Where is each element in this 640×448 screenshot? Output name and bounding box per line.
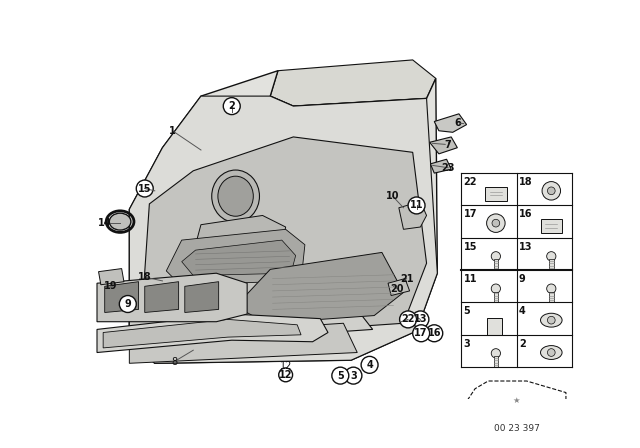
Ellipse shape <box>218 176 253 216</box>
Text: 4: 4 <box>366 360 373 370</box>
Polygon shape <box>129 71 437 363</box>
Text: 23: 23 <box>442 163 455 173</box>
Bar <box>541 220 562 233</box>
Ellipse shape <box>109 213 131 230</box>
Text: 8: 8 <box>171 357 177 367</box>
Text: 19: 19 <box>104 281 118 291</box>
Ellipse shape <box>541 313 562 327</box>
Text: 22: 22 <box>463 177 477 187</box>
Text: 18: 18 <box>138 272 152 282</box>
Text: 17: 17 <box>415 328 428 338</box>
Circle shape <box>361 356 378 373</box>
Polygon shape <box>196 215 285 254</box>
Bar <box>493 259 498 270</box>
Text: 11: 11 <box>410 200 423 211</box>
Ellipse shape <box>541 345 562 359</box>
Circle shape <box>547 252 556 261</box>
Polygon shape <box>97 273 247 322</box>
Circle shape <box>345 367 362 384</box>
Text: 20: 20 <box>390 284 404 293</box>
Circle shape <box>492 220 500 227</box>
Bar <box>493 356 498 367</box>
Text: 11: 11 <box>463 274 477 284</box>
Text: 21: 21 <box>400 274 413 284</box>
Text: 2: 2 <box>228 101 235 111</box>
Polygon shape <box>103 319 301 348</box>
Text: 6: 6 <box>454 118 461 128</box>
Text: 9: 9 <box>519 274 525 284</box>
Circle shape <box>547 349 555 356</box>
Polygon shape <box>236 252 403 323</box>
Polygon shape <box>129 302 372 346</box>
Bar <box>549 292 554 302</box>
Text: 10: 10 <box>386 191 399 201</box>
Circle shape <box>492 284 500 293</box>
Circle shape <box>492 252 500 261</box>
Polygon shape <box>399 202 427 229</box>
Text: 14: 14 <box>98 218 111 228</box>
Text: 1: 1 <box>169 126 176 136</box>
Polygon shape <box>145 282 179 313</box>
Polygon shape <box>270 60 436 106</box>
Ellipse shape <box>212 170 259 222</box>
Text: 16: 16 <box>519 209 532 220</box>
Text: 13: 13 <box>413 314 427 324</box>
Circle shape <box>547 187 555 195</box>
Polygon shape <box>431 159 451 173</box>
Bar <box>549 259 554 270</box>
Polygon shape <box>141 137 427 340</box>
Text: 5: 5 <box>337 370 344 381</box>
Text: 9: 9 <box>124 299 131 309</box>
Circle shape <box>413 325 429 342</box>
Circle shape <box>279 368 292 382</box>
Text: 7: 7 <box>445 140 451 150</box>
Bar <box>485 187 507 201</box>
Polygon shape <box>129 96 437 363</box>
Polygon shape <box>97 314 328 353</box>
Text: ★: ★ <box>513 396 520 405</box>
Text: 3: 3 <box>350 370 356 381</box>
Text: 13: 13 <box>519 241 532 252</box>
Bar <box>493 292 498 302</box>
Text: 17: 17 <box>463 209 477 220</box>
Text: 15: 15 <box>138 184 152 194</box>
Circle shape <box>223 98 240 115</box>
Text: 5: 5 <box>463 306 470 316</box>
Text: 2: 2 <box>519 339 525 349</box>
Polygon shape <box>185 282 219 313</box>
Text: 00 23 397: 00 23 397 <box>493 424 540 433</box>
Text: 12: 12 <box>279 370 292 380</box>
Text: 12: 12 <box>280 362 292 371</box>
Circle shape <box>412 311 429 328</box>
Polygon shape <box>166 229 305 285</box>
Circle shape <box>547 316 555 324</box>
Circle shape <box>408 197 425 214</box>
Text: 16: 16 <box>428 328 441 338</box>
Circle shape <box>492 349 500 358</box>
Polygon shape <box>429 137 458 154</box>
Text: 15: 15 <box>463 241 477 252</box>
Polygon shape <box>388 279 410 296</box>
Polygon shape <box>435 114 467 132</box>
Circle shape <box>136 180 153 197</box>
Circle shape <box>547 284 556 293</box>
Bar <box>486 318 502 335</box>
Circle shape <box>486 214 505 233</box>
Text: 3: 3 <box>463 339 470 349</box>
Circle shape <box>119 296 136 313</box>
Circle shape <box>399 311 417 328</box>
Polygon shape <box>99 269 124 285</box>
Text: 4: 4 <box>519 306 525 316</box>
Polygon shape <box>105 282 139 313</box>
Text: 22: 22 <box>401 314 415 324</box>
Polygon shape <box>129 323 357 363</box>
Circle shape <box>542 181 561 200</box>
Circle shape <box>426 325 443 342</box>
Circle shape <box>332 367 349 384</box>
Polygon shape <box>182 240 296 276</box>
Text: 18: 18 <box>519 177 532 187</box>
